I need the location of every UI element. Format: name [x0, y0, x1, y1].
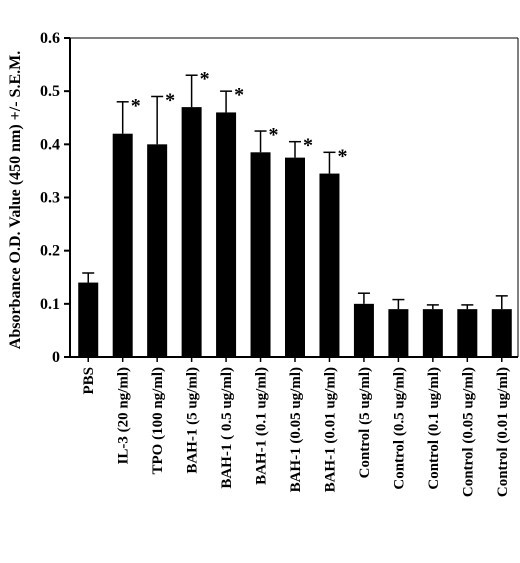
- y-tick-label: 0.5: [40, 83, 60, 100]
- y-tick-label: 0.4: [40, 136, 60, 153]
- x-tick-label: Control (0.05 ug/ml): [460, 367, 476, 497]
- significance-star: *: [234, 84, 244, 106]
- x-tick-label: Control (5 ug/ml): [357, 367, 373, 478]
- x-tick-label: Control (0.5 ug/ml): [391, 367, 407, 490]
- bar: [216, 112, 237, 357]
- significance-markers: * * * * * * *: [131, 68, 348, 167]
- bar: [319, 173, 340, 357]
- x-tick-label: PBS: [81, 367, 97, 395]
- bar: [147, 144, 168, 357]
- bar: [491, 309, 512, 357]
- x-tick-label: BAH-1 ( 0.5 ug/ml): [219, 367, 235, 489]
- x-tick-label: BAH-1 (0.01 ug/ml): [322, 367, 338, 492]
- bar: [181, 107, 202, 357]
- x-tick-label: Control (0.01 ug/ml): [495, 367, 511, 497]
- y-tick-label: 0.2: [40, 243, 60, 260]
- y-axis-label: Absorbance O.D. Value (450 nm) +/- S.E.M…: [7, 51, 24, 349]
- x-tick-label: BAH-1 (0.1 ug/ml): [254, 367, 270, 485]
- x-tick-label: TPO (100 ng/ml): [150, 367, 166, 475]
- y-tick-label: 0.6: [40, 30, 60, 47]
- x-tick-label: BAH-1 (5 ug/ml): [185, 367, 201, 474]
- significance-star: *: [131, 95, 141, 117]
- significance-star: *: [303, 135, 313, 157]
- y-tick-labels: 0 0.1 0.2 0.3 0.4 0.5 0.6: [40, 30, 70, 366]
- bar: [422, 309, 443, 357]
- bar: [353, 303, 374, 357]
- x-tick-label: Control (0.1 ug/ml): [426, 367, 442, 490]
- significance-star: *: [200, 68, 210, 90]
- significance-star: *: [165, 89, 175, 111]
- significance-star: *: [337, 145, 347, 167]
- bar: [285, 157, 305, 357]
- y-tick-label: 0: [52, 349, 60, 366]
- error-bars: [82, 74, 508, 310]
- y-tick-label: 0.1: [40, 296, 60, 313]
- bar: [112, 133, 133, 357]
- significance-star: *: [269, 124, 279, 146]
- y-tick-label: 0.3: [40, 190, 60, 207]
- bar: [250, 152, 271, 357]
- bars: [78, 107, 512, 357]
- x-tick-label: BAH-1 (0.05 ug/ml): [288, 367, 304, 492]
- bar: [78, 282, 99, 357]
- bar: [457, 309, 478, 357]
- x-tick-labels: PBS IL-3 (20 ng/ml) TPO (100 ng/ml) BAH-1 (…: [81, 357, 511, 497]
- x-tick-label: IL-3 (20 ng/ml): [116, 367, 132, 465]
- bar: [388, 309, 409, 357]
